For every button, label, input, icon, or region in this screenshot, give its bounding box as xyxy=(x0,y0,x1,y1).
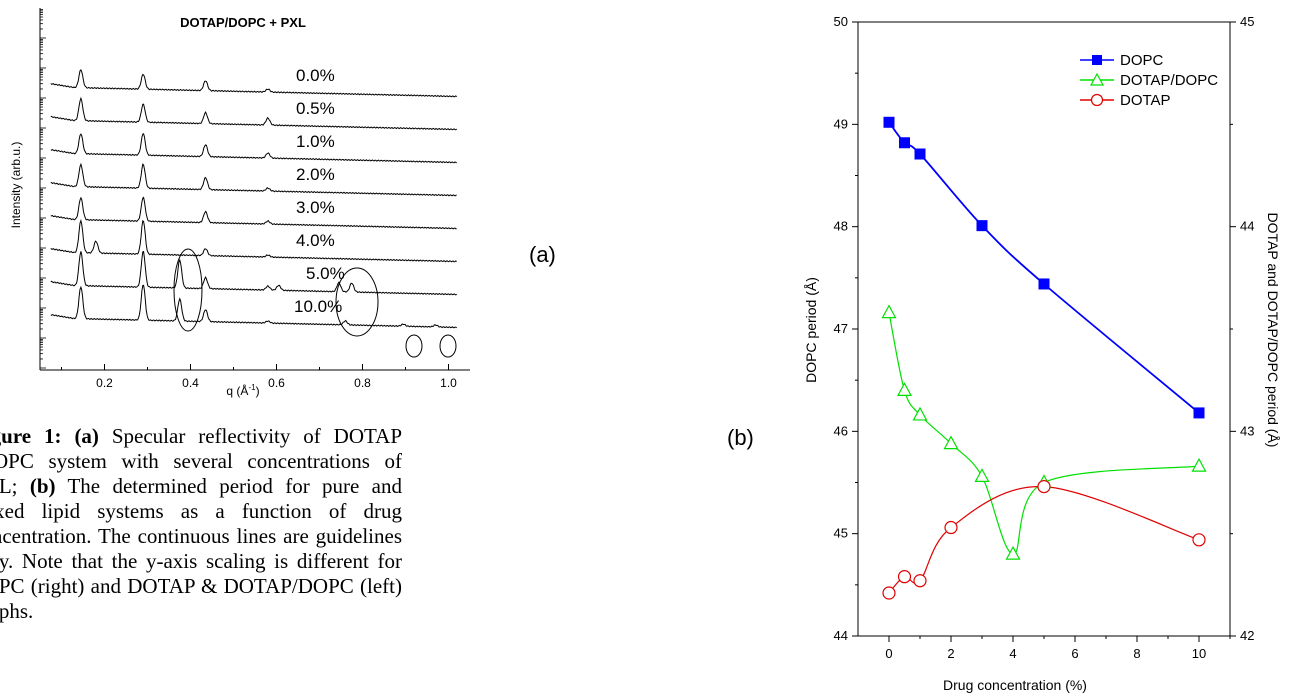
point-dotap-dopc xyxy=(896,382,913,396)
chart-b-y-tick-label: 44 xyxy=(834,628,848,643)
reflectivity-chart: DOTAP/DOPC + PXL 0.0% 0.5% 1.0% 2.0% 3.0% 4.0… xyxy=(9,8,470,398)
legend-label-dotap-dopc: DOTAP/DOPC xyxy=(1120,72,1218,89)
chart-a-x-tick-label: 0.2 xyxy=(96,376,113,390)
point-dotap-dopc xyxy=(881,304,897,319)
concentration-label: 0.0% xyxy=(296,66,335,85)
annotation-ellipses xyxy=(173,248,457,358)
caption-b-marker: (b) xyxy=(29,474,56,498)
chart-b-y-tick-label: 45 xyxy=(834,526,848,541)
legend-marker-dotap-dopc xyxy=(1089,72,1105,86)
point-dopc xyxy=(914,148,926,160)
panel-label-b: (b) xyxy=(727,425,754,450)
concentration-labels: 0.0% 0.5% 1.0% 2.0% 3.0% 4.0% 5.0% 10.0% xyxy=(294,66,345,316)
legend-marker-dopc xyxy=(1092,55,1102,65)
chart-b-x-tick-label: 6 xyxy=(1071,646,1078,661)
point-dopc xyxy=(899,137,910,149)
caption-a-marker: (a) xyxy=(74,424,99,448)
figure-caption: Figure 1: (a) Specular reflectivity of D… xyxy=(0,424,402,624)
chart-b-y-right-tick-label: 45 xyxy=(1240,14,1254,29)
chart-b-x-tick-label: 10 xyxy=(1192,646,1206,661)
point-dotap xyxy=(913,574,927,588)
trace-5-0pct xyxy=(50,250,458,296)
trace-1-0pct xyxy=(50,133,457,164)
chart-b-y-tick-label: 49 xyxy=(834,116,848,131)
chart-b-y-tick-label: 50 xyxy=(834,14,848,29)
concentration-label: 0.5% xyxy=(296,99,335,118)
chart-b-x-tick-label: 2 xyxy=(947,646,954,661)
curve-dopc xyxy=(888,121,1200,414)
guide-curves xyxy=(888,121,1200,594)
point-dopc xyxy=(1193,407,1205,419)
point-dotap-dopc xyxy=(912,406,928,421)
chart-a-x-tick-label: 0.8 xyxy=(354,376,371,390)
curve-dotap-dopc xyxy=(888,312,1200,555)
point-dotap-dopc xyxy=(1191,457,1207,472)
legend-label-dopc: DOPC xyxy=(1120,52,1164,69)
point-dotap-dopc xyxy=(1005,545,1021,560)
concentration-label: 2.0% xyxy=(296,165,335,184)
chart-b-y-right-tick-label: 42 xyxy=(1240,628,1254,643)
point-dotap xyxy=(1192,533,1206,547)
chart-a-x-tick-label: 0.4 xyxy=(182,376,199,390)
chart-b-y-tick-label: 48 xyxy=(834,219,848,234)
chart-a-ylabel: Intensity (arb.u.) xyxy=(9,142,23,229)
chart-b-x-tick-label: 8 xyxy=(1133,646,1140,661)
concentration-label: 10.0% xyxy=(294,297,342,316)
point-dotap xyxy=(897,570,912,584)
caption-label: Figure 1: xyxy=(0,424,62,448)
chart-b-xlabel: Drug concentration (%) xyxy=(943,677,1087,693)
point-dopc xyxy=(883,116,895,128)
chart-b-frame xyxy=(857,21,1231,637)
legend-label-dotap: DOTAP xyxy=(1120,92,1171,109)
trace-10-0pct xyxy=(50,284,458,329)
data-markers xyxy=(881,116,1207,600)
annotation-circle-1 xyxy=(405,334,423,358)
curve-dotap xyxy=(888,485,1200,594)
caption-b-text: The determined period for pure and mixed… xyxy=(0,474,402,623)
point-dotap xyxy=(1037,479,1051,494)
chart-b-ylabel-left: DOPC period (Å) xyxy=(803,277,819,383)
chart-b-x-tick-label: 4 xyxy=(1009,646,1016,661)
trace-0-5pct xyxy=(50,96,458,131)
trace-3-0pct xyxy=(50,196,457,230)
chart-b-y-tick-label: 46 xyxy=(834,423,848,438)
trace-4-0pct xyxy=(50,218,457,263)
chart-a-xlabel: q (Å-1) xyxy=(226,383,259,398)
chart-a-title: DOTAP/DOPC + PXL xyxy=(180,15,306,30)
chart-b-legend: DOPC DOTAP/DOPC DOTAP xyxy=(1080,52,1218,109)
concentration-label: 1.0% xyxy=(296,132,335,151)
chart-b-ylabel-right: DOTAP and DOTAP/DOPC period (Å) xyxy=(1265,213,1281,448)
point-dotap-dopc xyxy=(974,468,990,482)
panel-label-a: (a) xyxy=(529,242,556,267)
chart-b-x-tick-label: 0 xyxy=(885,646,892,661)
chart-b-y-right-tick-label: 43 xyxy=(1240,423,1254,438)
chart-b-y-tick-label: 47 xyxy=(834,321,848,336)
concentration-label: 4.0% xyxy=(296,231,335,250)
legend-marker-dotap xyxy=(1090,93,1104,107)
chart-a-x-tick-label: 1.0 xyxy=(440,376,457,390)
annotation-ellipse-double-peak xyxy=(335,267,379,337)
point-dopc xyxy=(976,220,988,232)
point-dotap xyxy=(882,586,896,600)
chart-a-axes: 0.2 0.4 0.6 0.8 1.0 xyxy=(39,8,470,390)
reflectivity-traces xyxy=(50,68,458,329)
point-dotap xyxy=(944,520,958,535)
caption-a-text: Specular reflectivity of DOTAP /DOPC sys… xyxy=(0,424,403,498)
concentration-label: 3.0% xyxy=(296,198,335,217)
annotation-ellipse-peak xyxy=(173,248,203,332)
annotation-circle-2 xyxy=(439,334,457,358)
point-dopc xyxy=(1038,278,1050,290)
trace-2-0pct xyxy=(50,162,457,197)
trace-0-0pct xyxy=(50,68,458,98)
chart-b-y-right-tick-label: 44 xyxy=(1240,219,1254,234)
point-dotap-dopc xyxy=(943,435,959,450)
concentration-label: 5.0% xyxy=(306,264,345,283)
chart-a-x-tick-label: 0.6 xyxy=(268,376,285,390)
